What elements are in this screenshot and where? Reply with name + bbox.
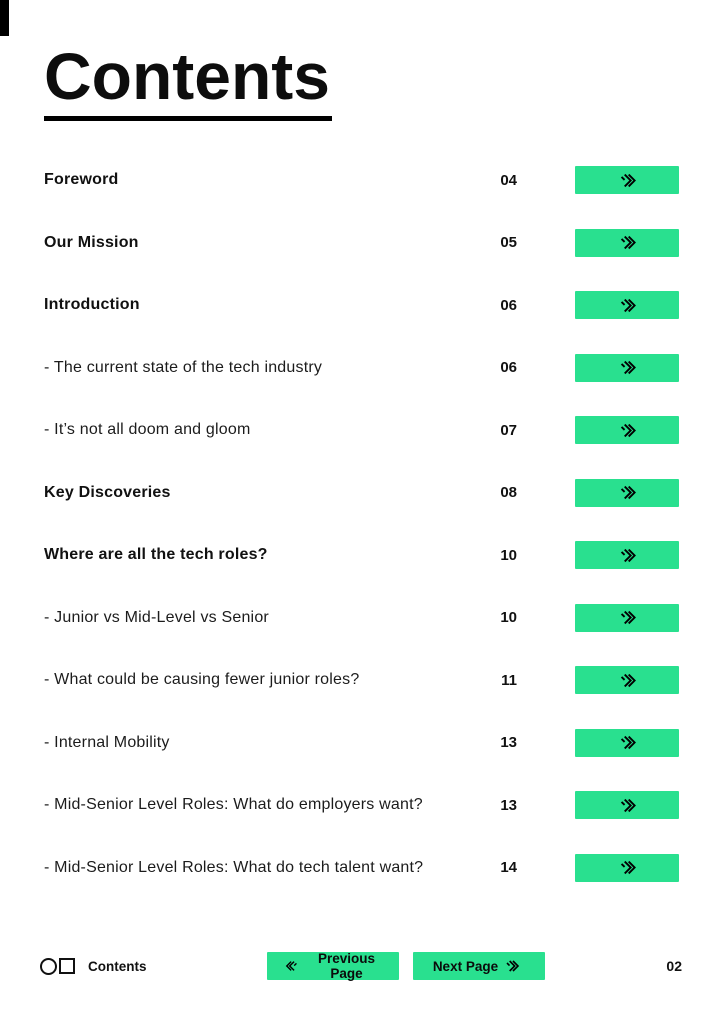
chevrons-right-icon: [620, 486, 636, 500]
toc-row: Introduction 06: [44, 274, 679, 337]
next-page-button[interactable]: Next Page: [413, 952, 546, 980]
previous-page-button[interactable]: Previous Page: [267, 951, 400, 981]
chevrons-right-icon: [506, 960, 520, 972]
chevrons-right-icon: [620, 736, 636, 750]
go-to-page-button[interactable]: [575, 353, 679, 382]
chevrons-right-icon: [620, 298, 636, 312]
footer: Contents Previous Page Next Page 02: [40, 951, 682, 981]
toc-row: Key Discoveries 08: [44, 462, 679, 525]
toc-entry-label: Our Mission: [44, 233, 139, 251]
toc-row: Foreword 04: [44, 149, 679, 212]
toc-row: - Mid-Senior Level Roles: What do employ…: [44, 774, 679, 837]
toc-entry-page-number: 04: [500, 171, 517, 189]
next-page-label: Next Page: [432, 958, 499, 974]
toc-entry-label: Key Discoveries: [44, 483, 171, 501]
toc-entry-page-number: 11: [501, 671, 517, 689]
toc-entry-page-number: 10: [500, 546, 517, 564]
chevrons-right-icon: [620, 673, 636, 687]
go-to-page-button[interactable]: [575, 541, 679, 570]
toc-entry-label: Introduction: [44, 296, 140, 314]
toc-entry-page-number: 08: [500, 484, 517, 502]
toc-row: - Internal Mobility 13: [44, 712, 679, 775]
square-icon: [59, 958, 75, 974]
toc-row: - Junior vs Mid-Level vs Senior 10: [44, 587, 679, 650]
go-to-page-button[interactable]: [575, 791, 679, 820]
toc-entry-page-number: 06: [500, 296, 517, 314]
toc-entry-page-number: 06: [500, 359, 517, 377]
toc-row: - It’s not all doom and gloom 07: [44, 399, 679, 462]
toc-row: Our Mission 05: [44, 212, 679, 275]
toc-entry-page-number: 13: [500, 796, 517, 814]
toc-entry-page-number: 10: [500, 609, 517, 627]
footer-section-label: Contents: [88, 958, 147, 974]
go-to-page-button[interactable]: [575, 478, 679, 507]
toc-entry-page-number: 13: [500, 734, 517, 752]
toc-entry-label: - The current state of the tech industry: [44, 358, 323, 376]
chevrons-right-icon: [620, 611, 636, 625]
chevrons-left-icon: [286, 961, 298, 971]
chevrons-right-icon: [620, 236, 636, 250]
toc-entry-label: - Internal Mobility: [44, 733, 170, 751]
corner-mark: [0, 0, 9, 36]
toc-entry-label: - Junior vs Mid-Level vs Senior: [44, 608, 269, 626]
page-title: Contents: [44, 41, 332, 122]
toc-entry-label: - It’s not all doom and gloom: [44, 421, 251, 439]
go-to-page-button[interactable]: [575, 728, 679, 757]
go-to-page-button[interactable]: [575, 853, 679, 882]
toc-list: Foreword 04 Our Mission 05 Introduction …: [44, 149, 679, 899]
toc-entry-label: - What could be causing fewer junior rol…: [44, 671, 360, 689]
circle-square-logo: [40, 957, 75, 975]
chevrons-right-icon: [620, 423, 636, 437]
toc-entry-label: Where are all the tech roles?: [44, 546, 268, 564]
go-to-page-button[interactable]: [575, 228, 679, 257]
toc-row: - The current state of the tech industry…: [44, 337, 679, 400]
toc-entry-label: Foreword: [44, 171, 119, 189]
toc-entry-page-number: 05: [500, 234, 517, 252]
go-to-page-button[interactable]: [575, 291, 679, 320]
toc-row: Where are all the tech roles? 10: [44, 524, 679, 587]
toc-entry-label: - Mid-Senior Level Roles: What do tech t…: [44, 858, 424, 876]
go-to-page-button[interactable]: [575, 416, 679, 445]
footer-page-number: 02: [666, 958, 682, 974]
circle-icon: [40, 957, 57, 975]
toc-entry-page-number: 14: [500, 859, 517, 877]
go-to-page-button[interactable]: [575, 166, 679, 195]
chevrons-right-icon: [620, 861, 636, 875]
chevrons-right-icon: [620, 361, 636, 375]
chevrons-right-icon: [620, 173, 636, 187]
toc-row: - What could be causing fewer junior rol…: [44, 649, 679, 712]
chevrons-right-icon: [620, 548, 636, 562]
chevrons-right-icon: [620, 798, 636, 812]
toc-entry-label: - Mid-Senior Level Roles: What do employ…: [44, 796, 423, 814]
previous-page-label: Previous Page: [317, 951, 375, 981]
go-to-page-button[interactable]: [575, 603, 679, 632]
go-to-page-button[interactable]: [575, 666, 679, 695]
toc-entry-page-number: 07: [500, 421, 517, 439]
toc-row: - Mid-Senior Level Roles: What do tech t…: [44, 837, 679, 900]
